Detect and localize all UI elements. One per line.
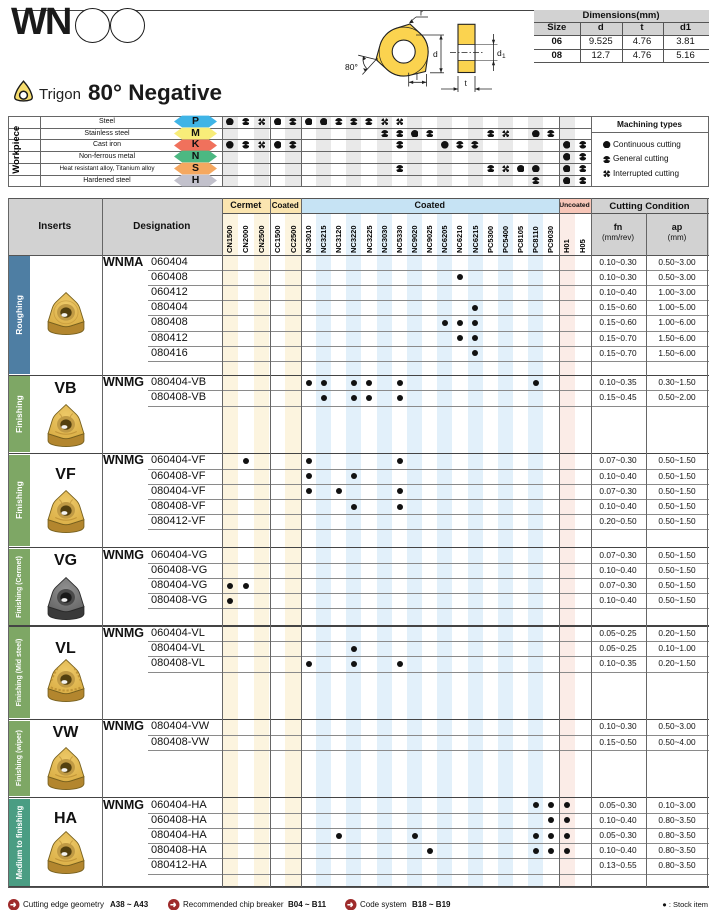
svg-text:80°: 80° xyxy=(345,62,358,72)
svg-text:r: r xyxy=(420,8,423,18)
svg-text:d: d xyxy=(497,48,502,58)
svg-text:l: l xyxy=(416,72,418,82)
svg-text:t: t xyxy=(465,78,468,88)
svg-text:d: d xyxy=(433,49,438,59)
svg-text:1: 1 xyxy=(502,53,506,60)
